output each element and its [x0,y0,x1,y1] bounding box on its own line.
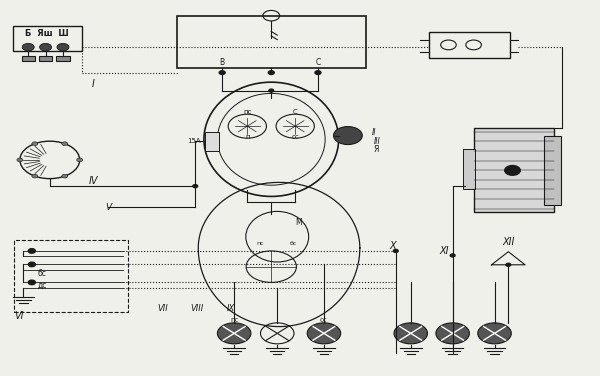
Text: сс: сс [292,135,299,140]
Bar [39,56,52,61]
Circle shape [28,249,35,253]
Circle shape [57,43,69,51]
Bar [544,136,561,205]
Bar [473,128,554,212]
Circle shape [450,254,455,257]
Text: XII: XII [502,237,515,247]
Circle shape [394,323,428,344]
Text: XI: XI [439,246,448,256]
Bar [56,56,70,61]
Text: II: II [372,128,376,137]
Text: дс: дс [38,281,47,290]
Circle shape [219,71,225,74]
Text: бс: бс [289,241,296,246]
Circle shape [307,323,341,344]
Circle shape [28,280,35,285]
Text: пс: пс [230,317,238,323]
Circle shape [394,249,398,252]
Text: VII: VII [157,304,167,313]
Circle shape [40,43,52,51]
Circle shape [269,89,274,92]
Circle shape [32,142,38,146]
Bar [13,26,82,51]
Text: V: V [106,203,112,212]
Text: III: III [374,136,380,146]
Circle shape [32,174,38,178]
Text: С: С [293,109,298,115]
Circle shape [77,158,83,162]
Circle shape [17,158,23,162]
Text: IV: IV [89,176,98,185]
Text: B: B [220,58,225,67]
Circle shape [505,165,520,175]
Bar [429,32,509,58]
Text: М: М [295,218,302,227]
Text: VI: VI [14,311,23,321]
Circle shape [506,263,511,266]
Text: Я: Я [373,145,379,154]
Text: IX: IX [227,304,235,313]
Circle shape [478,323,511,344]
Circle shape [193,185,197,188]
Text: C: C [316,58,320,67]
Circle shape [315,71,321,74]
Bar [463,149,475,189]
Circle shape [28,262,35,267]
Circle shape [334,127,362,144]
Circle shape [268,71,274,74]
Bar [14,240,128,312]
Text: 15А: 15А [188,138,201,144]
Text: пс: пс [256,241,264,246]
Text: пс: пс [243,109,251,115]
Circle shape [62,142,68,146]
Text: Б  Яш  Ш: Б Яш Ш [25,29,68,38]
Text: п: п [245,135,250,140]
Text: VIII: VIII [190,304,203,313]
Bar [177,16,366,68]
Text: бс: бс [38,269,47,278]
Text: I: I [92,79,95,89]
Circle shape [217,323,251,344]
Text: X: X [389,241,396,251]
Circle shape [22,43,34,51]
Bar [205,132,218,150]
Bar [22,56,35,61]
Circle shape [62,174,68,178]
Circle shape [436,323,469,344]
Text: сс: сс [320,317,328,323]
